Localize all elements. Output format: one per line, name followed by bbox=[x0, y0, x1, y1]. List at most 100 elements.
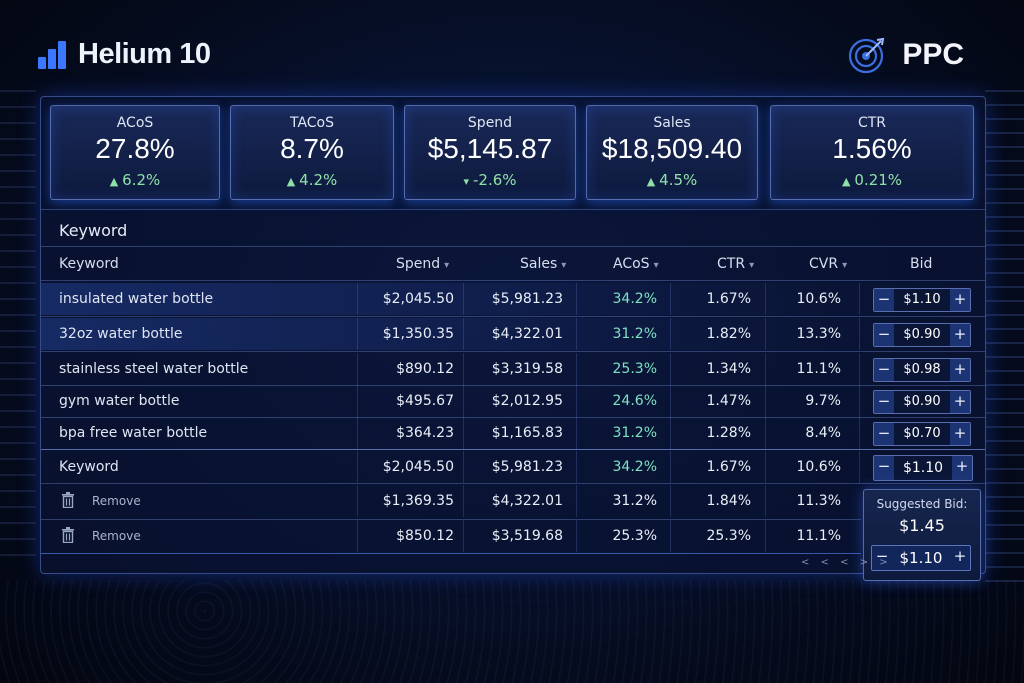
bar-chart-icon bbox=[38, 39, 68, 69]
metric-card-acos[interactable]: ACoS 27.8% ▲ 6.2% bbox=[50, 105, 220, 200]
removed-row[interactable]: Remove $1,369.35 $4,322.01 31.2% 1.84% 1… bbox=[41, 485, 985, 517]
ctr-cell: 1.84% bbox=[706, 493, 751, 509]
increase-bid-button[interactable]: + bbox=[950, 289, 970, 311]
ctr-cell: 1.82% bbox=[706, 326, 751, 342]
bid-stepper[interactable]: − $1.10 + bbox=[873, 288, 971, 312]
brand-logo[interactable]: Helium 10 bbox=[38, 38, 211, 70]
table-header: Keyword Spend ▾ Sales ▾ ACoS ▾ CTR ▾ CVR ▾ Bi… bbox=[41, 247, 985, 280]
cvr-cell: 13.3% bbox=[796, 326, 841, 342]
keyword-cell: bpa free water bottle bbox=[59, 425, 208, 441]
removed-row[interactable]: Remove $850.12 $3,519.68 25.3% 25.3% 11.… bbox=[41, 520, 985, 552]
table-row[interactable]: bpa free water bottle $364.23 $1,165.83 … bbox=[41, 417, 985, 449]
spend-cell: $850.12 bbox=[396, 528, 454, 544]
decrease-bid-button[interactable]: − bbox=[874, 456, 894, 480]
arrow-up-icon: ▲ bbox=[286, 175, 296, 188]
increase-bid-button[interactable]: + bbox=[950, 423, 970, 445]
decrease-bid-button[interactable]: − bbox=[874, 359, 894, 381]
metric-delta: 4.5% bbox=[659, 171, 698, 189]
divider bbox=[41, 385, 985, 386]
acos-cell: 31.2% bbox=[612, 326, 657, 342]
metrics-row: ACoS 27.8% ▲ 6.2% TACoS 8.7% ▲ 4.2% Spend … bbox=[50, 105, 976, 200]
bid-value[interactable]: $0.98 bbox=[903, 362, 941, 377]
keyword-cell: Keyword bbox=[59, 459, 119, 475]
background-texture-left bbox=[0, 90, 36, 570]
metric-label: CTR bbox=[857, 115, 887, 131]
cvr-cell: 8.4% bbox=[805, 425, 841, 441]
bid-value[interactable]: $0.90 bbox=[903, 327, 941, 342]
background-texture bbox=[0, 580, 1024, 683]
metric-card-spend[interactable]: Spend $5,145.87 ▾ -2.6% bbox=[404, 105, 576, 200]
bid-stepper[interactable]: − $0.90 + bbox=[873, 390, 971, 414]
summary-row[interactable]: Keyword $2,045.50 $5,981.23 34.2% 1.67% … bbox=[41, 451, 985, 483]
ctr-cell: 1.47% bbox=[706, 393, 751, 409]
table-row[interactable]: insulated water bottle $2,045.50 $5,981.… bbox=[41, 283, 985, 315]
decrease-bid-button[interactable]: − bbox=[874, 324, 894, 346]
metric-delta: -2.6% bbox=[473, 171, 517, 189]
sort-caret-icon: ▾ bbox=[561, 260, 567, 271]
bid-stepper[interactable]: − $1.10 + bbox=[873, 455, 973, 481]
divider bbox=[41, 553, 861, 554]
sales-cell: $5,981.23 bbox=[491, 459, 563, 475]
ctr-cell: 1.34% bbox=[706, 361, 751, 377]
remove-button[interactable]: Remove bbox=[92, 494, 141, 508]
sales-cell: $4,322.01 bbox=[491, 493, 563, 509]
bid-stepper[interactable]: − $0.98 + bbox=[873, 358, 971, 382]
column-header-label: ACoS bbox=[613, 256, 650, 272]
table-row[interactable]: 32oz water bottle $1,350.35 $4,322.01 31… bbox=[41, 318, 985, 350]
bid-value[interactable]: $0.70 bbox=[903, 426, 941, 441]
table-row[interactable]: stainless steel water bottle $890.12 $3,… bbox=[41, 353, 985, 385]
decrease-bid-button[interactable]: − bbox=[875, 547, 889, 565]
trash-icon[interactable] bbox=[61, 492, 75, 508]
suggested-bid-stepper[interactable]: − $1.10 + bbox=[871, 545, 971, 571]
column-header-bid[interactable]: Bid bbox=[910, 256, 933, 272]
background-texture-right bbox=[985, 90, 1024, 590]
trash-icon[interactable] bbox=[61, 527, 75, 543]
bid-value[interactable]: $1.10 bbox=[903, 292, 941, 307]
spend-cell: $1,350.35 bbox=[382, 326, 454, 342]
suggested-bid-label: Suggested Bid: bbox=[876, 497, 968, 511]
acos-cell: 25.3% bbox=[612, 528, 657, 544]
column-header-cvr[interactable]: CVR ▾ bbox=[809, 256, 847, 272]
decrease-bid-button[interactable]: − bbox=[874, 423, 894, 445]
divider bbox=[41, 483, 985, 484]
acos-cell: 34.2% bbox=[612, 291, 657, 307]
pagination[interactable]: < < < > > bbox=[801, 557, 892, 568]
increase-bid-button[interactable]: + bbox=[950, 391, 970, 413]
spend-cell: $495.67 bbox=[396, 393, 454, 409]
column-header-ctr[interactable]: CTR ▾ bbox=[717, 256, 754, 272]
metric-card-tacos[interactable]: TACoS 8.7% ▲ 4.2% bbox=[230, 105, 394, 200]
divider bbox=[41, 417, 985, 418]
spend-cell: $890.12 bbox=[396, 361, 454, 377]
metric-card-sales[interactable]: Sales $18,509.40 ▲ 4.5% bbox=[586, 105, 758, 200]
keyword-cell: 32oz water bottle bbox=[59, 326, 183, 342]
bid-stepper[interactable]: − $0.70 + bbox=[873, 422, 971, 446]
decrease-bid-button[interactable]: − bbox=[874, 289, 894, 311]
sort-caret-icon: ▾ bbox=[749, 260, 755, 271]
metric-delta: 4.2% bbox=[299, 171, 338, 189]
bid-value[interactable]: $1.10 bbox=[899, 549, 943, 567]
brand-name: Helium 10 bbox=[78, 37, 211, 70]
increase-bid-button[interactable]: + bbox=[950, 324, 970, 346]
increase-bid-button[interactable]: + bbox=[950, 359, 970, 381]
ctr-cell: 1.28% bbox=[706, 425, 751, 441]
column-header-spend[interactable]: Spend ▾ bbox=[396, 256, 449, 272]
acos-cell: 31.2% bbox=[612, 493, 657, 509]
increase-bid-button[interactable]: + bbox=[952, 456, 972, 480]
column-header-keyword[interactable]: Keyword bbox=[59, 256, 119, 272]
arrow-up-icon: ▲ bbox=[109, 175, 119, 188]
bid-value[interactable]: $0.90 bbox=[903, 394, 941, 409]
sort-caret-icon: ▾ bbox=[653, 260, 659, 271]
column-header-acos[interactable]: ACoS ▾ bbox=[613, 256, 659, 272]
table-row[interactable]: gym water bottle $495.67 $2,012.95 24.6%… bbox=[41, 385, 985, 417]
remove-button[interactable]: Remove bbox=[92, 529, 141, 543]
metric-card-ctr[interactable]: CTR 1.56% ▲ 0.21% bbox=[770, 105, 974, 200]
bid-value[interactable]: $1.10 bbox=[902, 460, 944, 476]
ppc-header: PPC bbox=[848, 36, 964, 74]
increase-bid-button[interactable]: + bbox=[953, 547, 967, 565]
divider bbox=[41, 316, 985, 317]
bid-stepper[interactable]: − $0.90 + bbox=[873, 323, 971, 347]
metric-value: $18,509.40 bbox=[601, 133, 743, 164]
divider bbox=[41, 351, 985, 352]
column-header-sales[interactable]: Sales ▾ bbox=[520, 256, 566, 272]
decrease-bid-button[interactable]: − bbox=[874, 391, 894, 413]
